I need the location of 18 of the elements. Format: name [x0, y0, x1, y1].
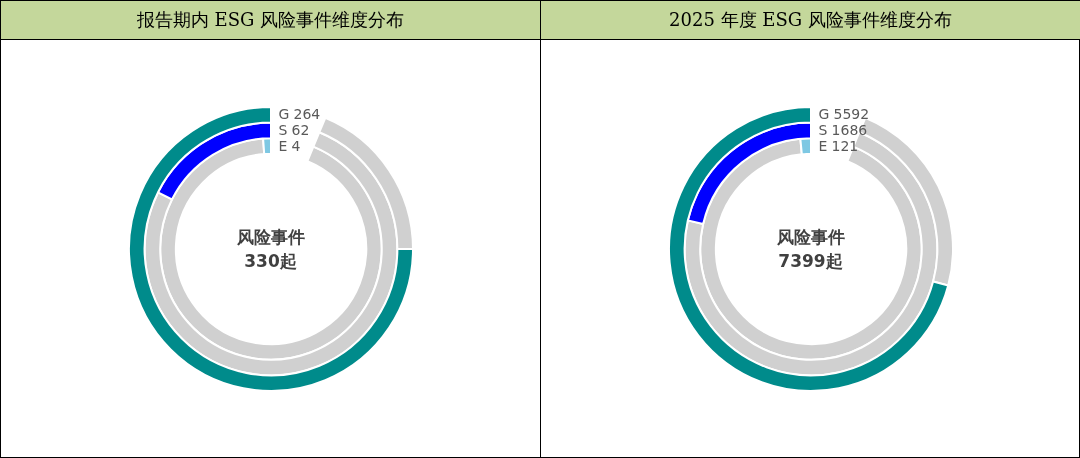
text: 风险事件 — [235, 225, 306, 249]
category-label: G — [278, 106, 290, 123]
text: 2025 年度 ESG 风险事件维度分布 — [541, 1, 1080, 40]
text: 报告期内 ESG 风险事件维度分布 — [1, 1, 540, 40]
category-label: E — [818, 137, 828, 154]
text: 330起 — [243, 249, 298, 273]
data-label: 62 — [291, 121, 310, 138]
category-label: G — [818, 106, 830, 123]
text: 7399起 — [777, 249, 844, 273]
category-label: S — [818, 121, 828, 138]
data-label: 5592 — [833, 106, 870, 123]
data-label: 121 — [831, 137, 859, 154]
data-label: 1686 — [831, 121, 868, 138]
category-label: E — [278, 137, 288, 154]
text: 风险事件 — [775, 225, 846, 249]
data-label: 264 — [293, 106, 321, 123]
data-label: 4 — [291, 137, 301, 154]
category-label: S — [278, 121, 288, 138]
